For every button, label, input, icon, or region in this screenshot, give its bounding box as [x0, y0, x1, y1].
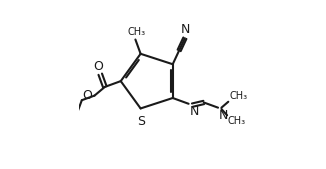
Text: O: O: [82, 89, 92, 102]
Text: CH₃: CH₃: [228, 116, 246, 126]
Text: CH₃: CH₃: [127, 28, 145, 38]
Text: N: N: [181, 23, 190, 36]
Text: N: N: [189, 105, 199, 118]
Text: N: N: [219, 108, 228, 122]
Text: S: S: [138, 115, 145, 128]
Text: O: O: [94, 60, 103, 73]
Text: CH₃: CH₃: [229, 91, 247, 101]
